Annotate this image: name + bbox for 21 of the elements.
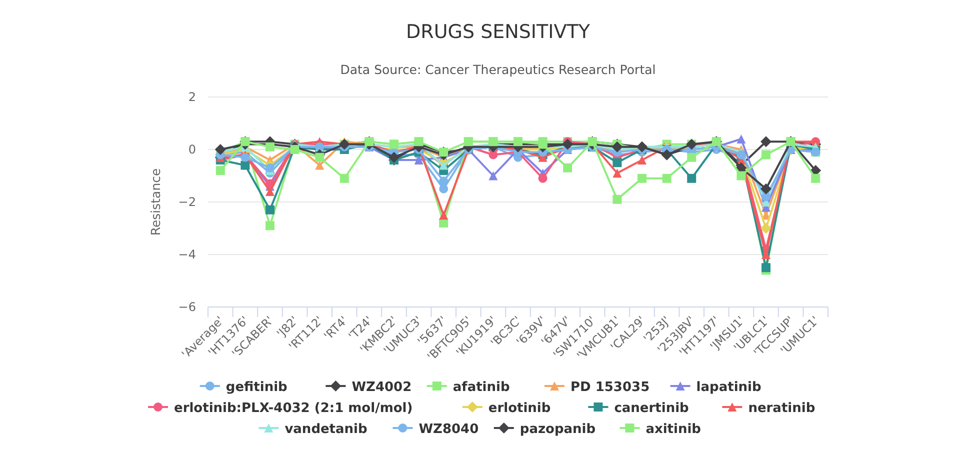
y-tick-label: −6 — [178, 300, 196, 314]
y-tick-label: −4 — [178, 248, 196, 262]
chart-title: DRUGS SENSITIVTY — [406, 21, 590, 43]
legend-label: neratinib — [748, 401, 816, 416]
legend-label: axitinib — [646, 422, 702, 437]
legend-label: afatinib — [452, 380, 510, 395]
y-axis-title: Resistance — [148, 168, 163, 236]
legend-label: WZ4002 — [352, 380, 412, 395]
y-tick-label: −2 — [178, 195, 196, 209]
chart-subtitle: Data Source: Cancer Therapeutics Research Portal — [340, 62, 656, 77]
legend-label: erlotinib — [488, 401, 551, 416]
y-tick-label: 2 — [188, 90, 196, 104]
legend-label: gefitinib — [226, 380, 288, 395]
y-tick-label: 0 — [188, 142, 196, 156]
legend-label: lapatinib — [696, 380, 762, 395]
legend-label: PD 153035 — [570, 380, 650, 395]
legend-label: vandetanib — [284, 422, 368, 437]
legend-label: pazopanib — [520, 422, 596, 437]
legend-label: canertinib — [614, 401, 689, 416]
legend-label: WZ8040 — [418, 422, 479, 437]
legend-label: erlotinib:PLX-4032 (2:1 mol/mol) — [174, 401, 413, 416]
